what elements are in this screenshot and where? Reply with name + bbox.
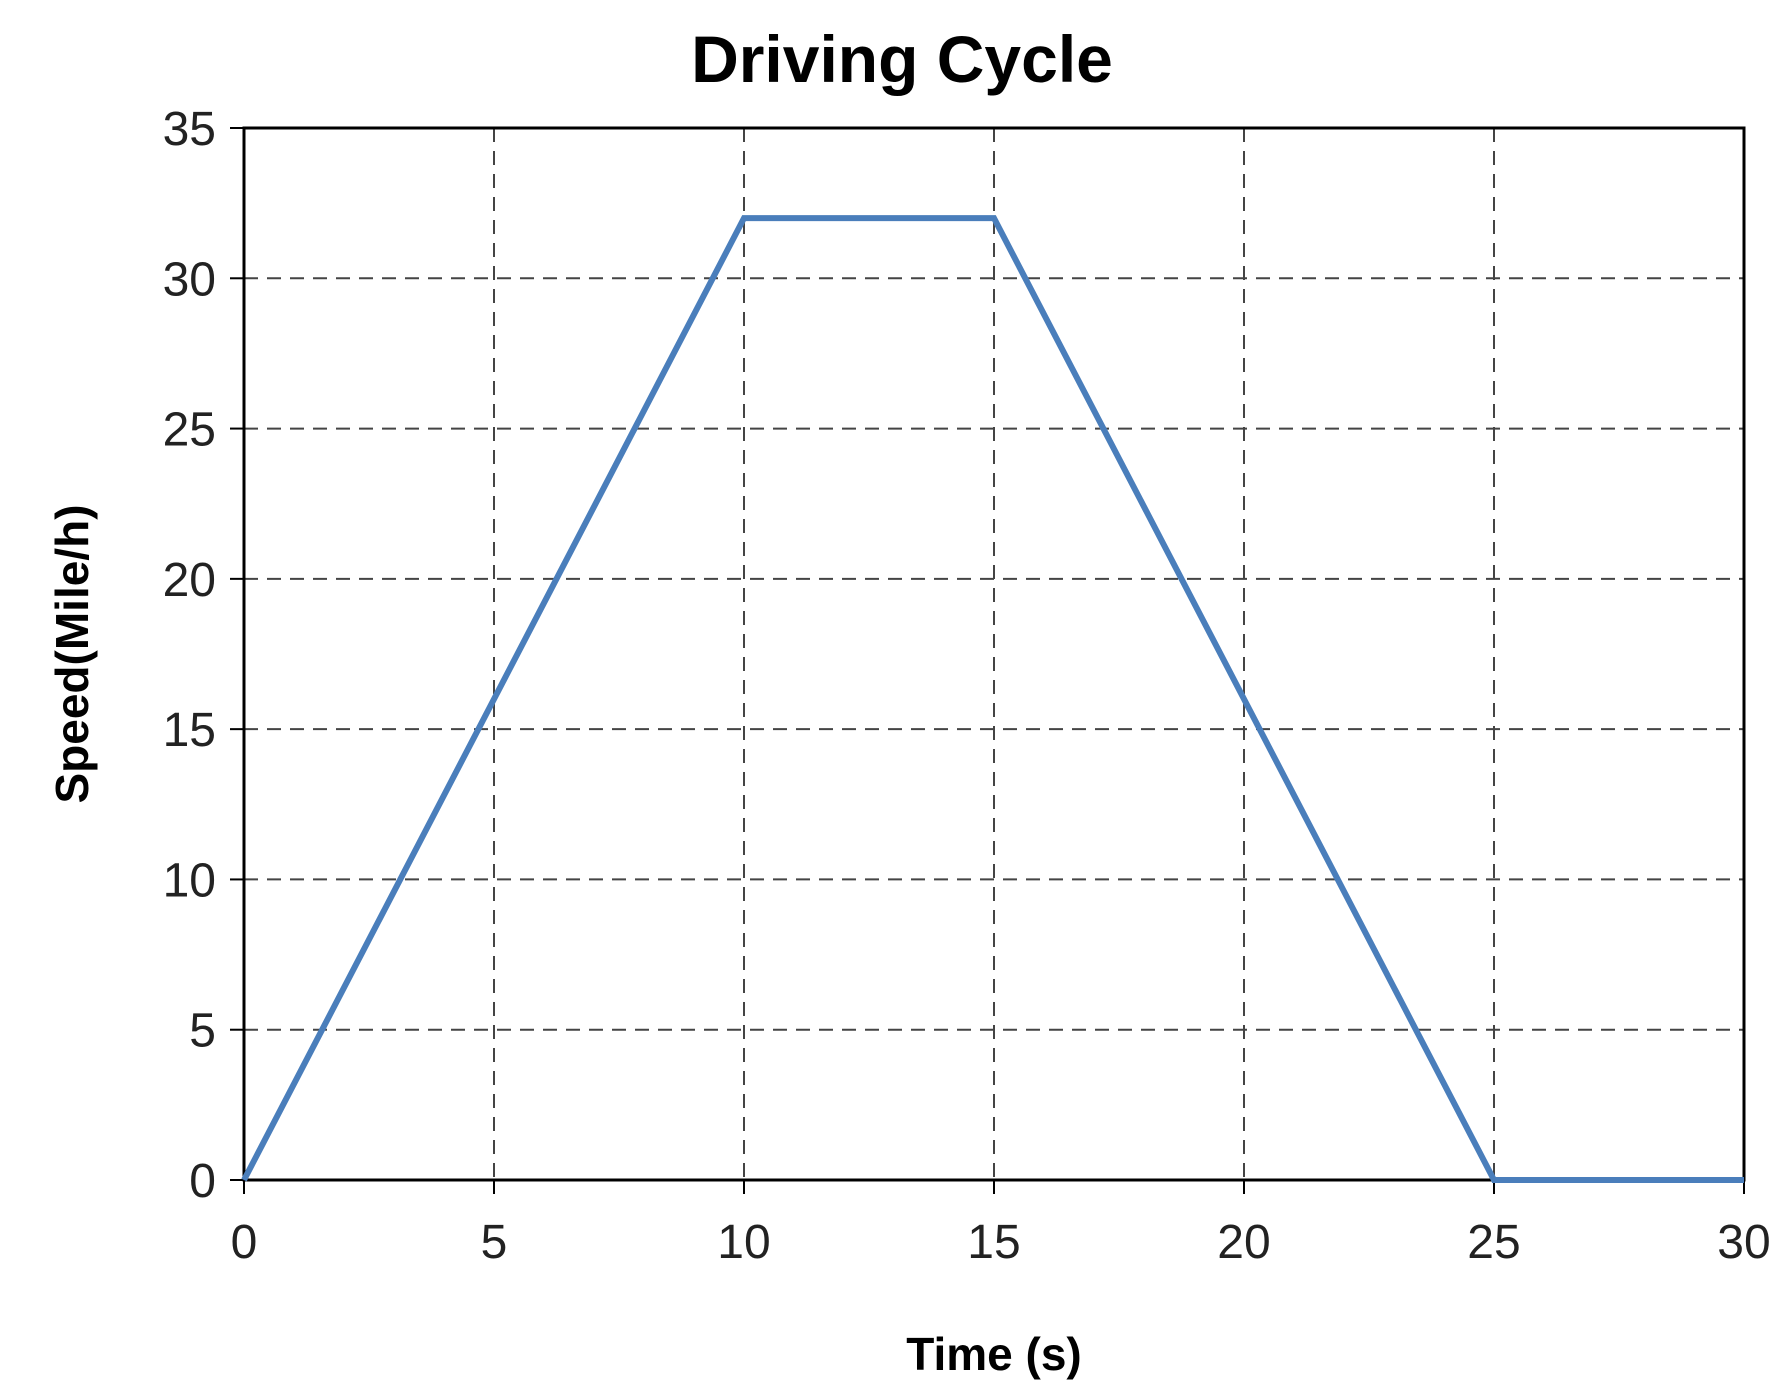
y-tick-label: 10 <box>163 854 216 907</box>
y-tick-label: 0 <box>189 1155 216 1208</box>
chart-title: Driving Cycle <box>691 22 1113 96</box>
y-tick-label: 20 <box>163 554 216 607</box>
y-tick-label: 35 <box>163 103 216 156</box>
y-axis-title: Speed(Mile/h) <box>46 504 98 803</box>
axis-ticks: 0 5 10 15 20 25 30 0 5 10 15 20 25 30 35 <box>163 103 1771 1269</box>
speed-series-line <box>241 215 1744 1183</box>
y-tick-label: 15 <box>163 704 216 757</box>
x-tick-label: 5 <box>481 1216 508 1269</box>
x-tick-label: 30 <box>1717 1216 1770 1269</box>
y-tick-label: 25 <box>163 404 216 457</box>
x-axis-title: Time (s) <box>906 1328 1082 1380</box>
grid-lines <box>244 128 1744 1180</box>
y-tick-label: 5 <box>189 1005 216 1058</box>
series-layer <box>241 215 1744 1183</box>
x-tick-label: 0 <box>231 1216 258 1269</box>
x-tick-label: 10 <box>717 1216 770 1269</box>
x-tick-label: 25 <box>1467 1216 1520 1269</box>
x-tick-label: 20 <box>1217 1216 1270 1269</box>
x-tick-label: 15 <box>967 1216 1020 1269</box>
y-tick-label: 30 <box>163 253 216 306</box>
